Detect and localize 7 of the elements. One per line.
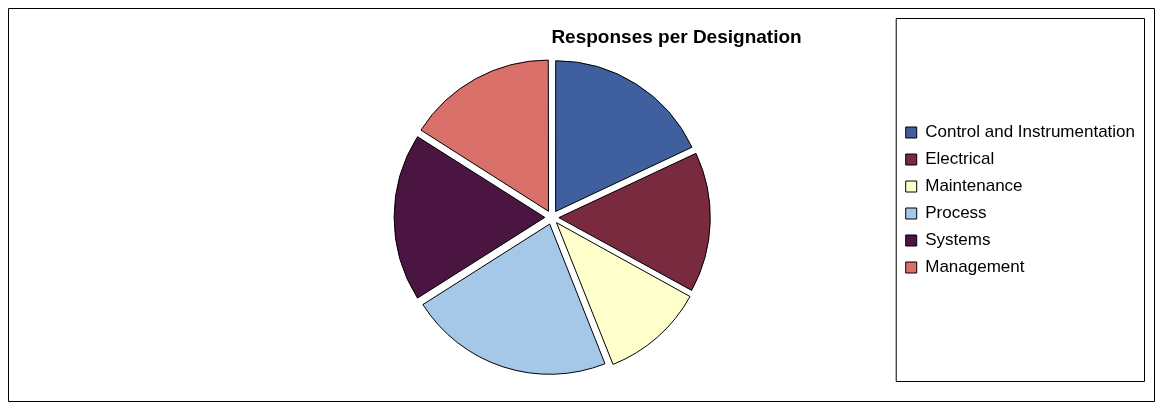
legend-label: Control and Instrumentation (925, 122, 1136, 142)
legend-label: Maintenance (925, 176, 1023, 196)
legend-label: Systems (925, 230, 991, 250)
legend-label: Electrical (925, 149, 995, 169)
legend-label: Management (925, 257, 1025, 277)
chart-title: Responses per Designation (551, 25, 802, 47)
legend-label: Process (925, 203, 987, 223)
